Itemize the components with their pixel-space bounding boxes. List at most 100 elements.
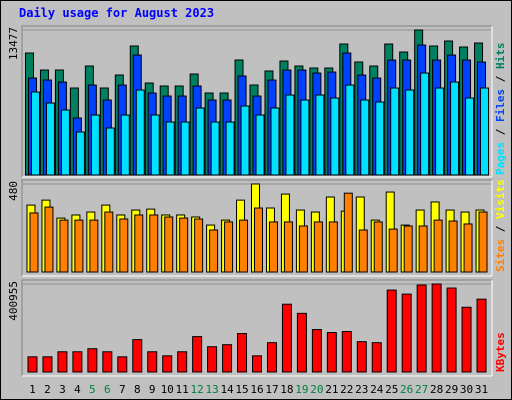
x-tick-label: 30 (460, 383, 473, 396)
bar (266, 342, 277, 373)
x-tick-label: 4 (74, 383, 81, 396)
y-tick-label: 13477 (7, 27, 20, 60)
bar (401, 293, 412, 373)
bar (480, 87, 490, 176)
bar (102, 351, 113, 373)
bar (281, 303, 292, 373)
bar (285, 94, 295, 176)
bar (147, 351, 158, 373)
chart-title: Daily usage for August 2023 (19, 6, 214, 20)
bar (360, 99, 370, 176)
bar (343, 192, 353, 273)
bar (119, 218, 129, 273)
bar (298, 225, 308, 273)
bar (240, 105, 250, 176)
bar (164, 216, 174, 273)
legend-entry: Pages (494, 142, 507, 175)
bar (192, 336, 203, 373)
bar (296, 312, 307, 373)
bar (44, 206, 54, 273)
bar (104, 211, 114, 273)
bar (89, 219, 99, 273)
bar (446, 287, 457, 373)
x-tick-label: 29 (445, 383, 458, 396)
x-tick-label: 31 (475, 383, 488, 396)
x-tick-label: 6 (104, 383, 111, 396)
bar (300, 99, 310, 176)
legend-separator: / (494, 219, 507, 239)
bar (313, 221, 323, 273)
bar (405, 89, 415, 176)
bar (478, 211, 488, 273)
x-tick-label: 19 (295, 383, 308, 396)
x-tick-label: 8 (134, 383, 141, 396)
x-tick-label: 5 (89, 383, 96, 396)
bar (87, 348, 98, 373)
x-tick-label: 28 (430, 383, 443, 396)
bar (476, 298, 487, 373)
legend-separator: / (494, 122, 507, 142)
x-tick-label: 17 (265, 383, 278, 396)
legend-entry: Visits (494, 179, 507, 219)
x-tick-label: 3 (59, 383, 66, 396)
bar (59, 219, 69, 273)
bar (388, 228, 398, 273)
legend: Pages / Files / Hits (494, 43, 507, 176)
bar (433, 219, 443, 273)
bar (315, 94, 325, 176)
legend: KBytes (494, 332, 507, 372)
x-tick-label: 24 (370, 383, 384, 396)
bar (465, 97, 475, 176)
bar (57, 351, 68, 373)
bar (134, 214, 144, 273)
bar (132, 339, 143, 373)
bar (463, 223, 473, 273)
bar (180, 121, 190, 176)
x-tick-label: 14 (220, 383, 234, 396)
bar (270, 107, 280, 176)
bar (179, 217, 189, 273)
bar (386, 289, 397, 373)
y-tick-label: 480 (7, 181, 20, 201)
bar (448, 220, 458, 273)
bar (252, 355, 262, 373)
bar (135, 89, 145, 176)
bar (150, 114, 160, 176)
x-tick-label: 25 (385, 383, 398, 396)
x-tick-label: 2 (44, 383, 51, 396)
x-tick-label: 7 (119, 383, 126, 396)
x-tick-label: 12 (191, 383, 204, 396)
x-tick-label: 15 (235, 383, 248, 396)
x-tick-label: 11 (176, 383, 189, 396)
bar (162, 355, 173, 373)
x-tick-label: 1 (29, 383, 36, 396)
bar (371, 342, 382, 373)
bar (461, 306, 472, 373)
bar (356, 341, 367, 373)
x-tick-label: 21 (325, 383, 338, 396)
bar (373, 221, 383, 273)
bar (254, 207, 263, 273)
bar (207, 346, 218, 373)
bar (72, 351, 83, 373)
bar (74, 219, 84, 273)
bar (268, 221, 278, 273)
bar (27, 356, 38, 373)
bar (431, 283, 442, 373)
bar (450, 81, 460, 176)
bar (255, 114, 265, 176)
bar (45, 102, 55, 176)
bar (416, 284, 427, 373)
bar (117, 356, 128, 373)
x-tick-label: 27 (415, 383, 428, 396)
x-tick-label: 9 (149, 383, 156, 396)
bar (75, 131, 85, 176)
bar (222, 344, 233, 373)
bar (105, 127, 115, 176)
bar (420, 72, 430, 176)
bar (341, 331, 352, 373)
legend-entry: Hits (494, 43, 507, 70)
bar (90, 114, 100, 176)
bar (29, 212, 39, 273)
bar (194, 218, 204, 273)
